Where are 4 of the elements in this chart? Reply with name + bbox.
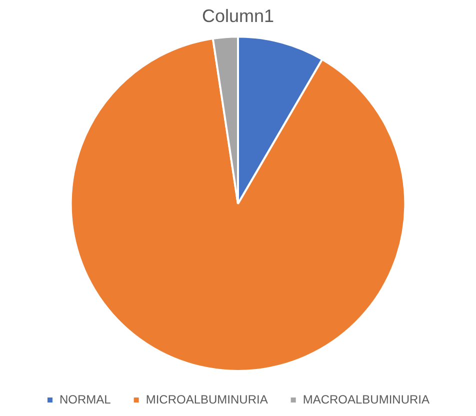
chart-title: Column1: [202, 6, 274, 26]
legend-label: NORMAL: [59, 392, 112, 406]
legend-label: MICROALBUMINURIA: [146, 392, 268, 406]
legend-label: MACROALBUMINURIA: [302, 392, 430, 406]
